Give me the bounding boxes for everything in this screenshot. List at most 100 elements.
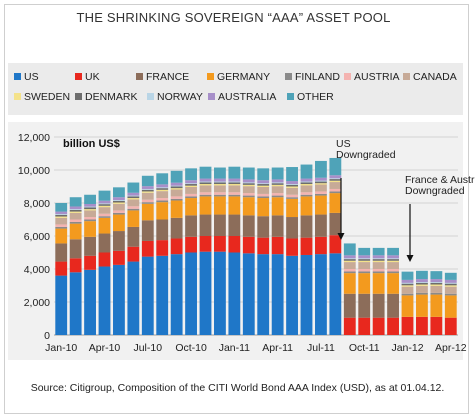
bar-segment-austria [156, 198, 169, 201]
bar-segment-other [214, 167, 226, 179]
bar-segment-austria [257, 193, 270, 197]
bar-segment-uk [185, 236, 197, 253]
y-tick-label: 2,000 [24, 297, 50, 309]
legend-label-australia: AUSTRALIA [218, 91, 277, 103]
bar-segment-uk [242, 236, 255, 254]
bar-segment-finland [170, 198, 183, 201]
bar-segment-uk [430, 316, 443, 335]
bar-segment-other [300, 164, 313, 179]
bar-segment-us [199, 251, 212, 335]
bar-segment-sweden [156, 189, 169, 192]
bar-segment-other [113, 187, 125, 198]
bar-segment-uk [113, 250, 125, 265]
bar-segment-finland [315, 193, 327, 196]
bar-segment-norway [156, 187, 169, 189]
legend-swatch-us [14, 73, 21, 80]
bar-segment-denmark [430, 282, 443, 285]
annotation-text: France & Austria [405, 174, 475, 186]
bar-segment-denmark [257, 184, 270, 186]
bar-segment-uk [98, 252, 111, 267]
bar-segment-us [286, 255, 298, 335]
bar-segment-france [315, 214, 327, 237]
bar-segment-denmark [329, 179, 342, 181]
bar-segment-uk [358, 317, 371, 335]
bar-segment-norway [416, 282, 428, 283]
x-tick-label: Jan-10 [45, 342, 77, 354]
bar-segment-austria [185, 193, 197, 197]
legend-swatch-canada [403, 73, 410, 80]
bar-segment-uk [228, 236, 241, 253]
bar-segment-us [113, 264, 125, 335]
bar-segment-us [329, 253, 342, 335]
bar-segment-denmark [358, 259, 371, 261]
bar-segment-norway [300, 181, 313, 183]
bar-segment-australia [141, 186, 154, 189]
bar-segment-us [55, 275, 68, 335]
bar-segment-canada [401, 286, 414, 294]
legend-label-sweden: SWEDEN [24, 91, 71, 103]
bar-segment-other [185, 168, 197, 181]
bar-segment-australia [156, 184, 169, 188]
bar-segment-germany [416, 294, 428, 317]
bar-segment-other [199, 166, 212, 179]
bar-segment-canada [141, 192, 154, 200]
legend-item-france: FRANCE [136, 71, 189, 83]
source-note: Source: Citigroup, Composition of the CI… [30, 382, 445, 394]
bar-segment-france [55, 243, 68, 262]
bar-segment-australia [444, 279, 457, 283]
bar-segment-us [141, 256, 154, 335]
bar-segment-denmark [69, 209, 82, 212]
bar-segment-other [430, 271, 443, 280]
x-tick-label: Jan-11 [219, 342, 250, 354]
bar-segment-germany [156, 202, 169, 220]
bar-segment-germany [430, 294, 443, 317]
bar-segment-germany [228, 196, 241, 215]
bar-segment-norway [372, 258, 385, 260]
bar-segment-france [185, 215, 197, 237]
bar-segment-uk [444, 317, 457, 335]
legend-label-austria: AUSTRIA [354, 71, 400, 83]
legend-swatch-sweden [14, 93, 21, 100]
x-tick-label: Jul-10 [133, 342, 162, 354]
bar-segment-canada [271, 186, 284, 194]
bar-segment-germany [185, 198, 197, 216]
bar-segment-germany [257, 198, 270, 217]
bar-segment-finland [69, 221, 82, 224]
bar-segment-australia [113, 197, 125, 201]
bar-segment-austria [315, 191, 327, 194]
bar-segment-germany [329, 193, 342, 213]
legend-item-finland: FINLAND [285, 71, 340, 83]
bar-segment-uk [170, 238, 183, 255]
bar-segment-austria [84, 217, 96, 220]
bar-segment-sweden [69, 211, 82, 213]
bar-segment-sweden [141, 191, 154, 193]
bar-segment-finland [257, 196, 270, 199]
bar-segment-other [228, 166, 241, 179]
bar-segment-norway [242, 182, 255, 184]
bar-segment-denmark [300, 182, 313, 185]
bar-segment-other [84, 194, 96, 204]
legend-swatch-france [136, 73, 143, 80]
bar-segment-australia [300, 178, 313, 182]
bar-segment-denmark [286, 184, 298, 187]
bar-segment-other [372, 247, 385, 256]
bar-segment-us [69, 272, 82, 335]
legend-item-us: US [14, 71, 39, 83]
bar-segment-france [170, 217, 183, 239]
bar-segment-canada [444, 286, 457, 294]
legend-swatch-other [287, 93, 294, 100]
bar-segment-uk [329, 235, 342, 254]
bar-segment-australia [416, 279, 428, 283]
bar-segment-germany [113, 214, 125, 232]
bar-segment-canada [199, 185, 212, 193]
bar-segment-uk [271, 236, 284, 255]
bar-segment-us [214, 251, 226, 335]
bar-segment-france [127, 226, 140, 247]
bar-segment-us [228, 252, 241, 335]
bar-segment-denmark [185, 184, 197, 186]
bar-segment-denmark [242, 183, 255, 185]
legend-label-germany: GERMANY [217, 71, 271, 83]
legend-swatch-austria [344, 73, 351, 80]
y-tick-label: 4,000 [24, 264, 50, 276]
bar-segment-finland [416, 292, 428, 295]
